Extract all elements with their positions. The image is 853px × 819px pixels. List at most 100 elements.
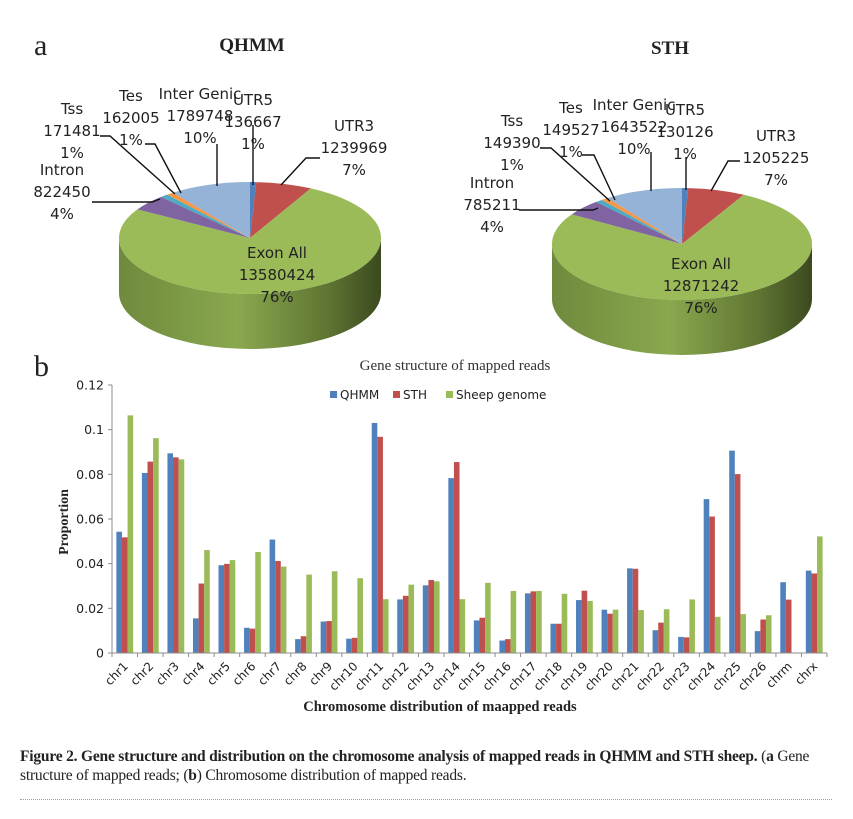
caption-b-label: b	[188, 767, 197, 784]
bar-sth-chr21	[632, 568, 639, 653]
pie-slice-utr3	[682, 188, 744, 244]
x-tick-label: chr1	[102, 659, 131, 688]
pie-label-tes: Tes 149527 1%	[542, 99, 599, 161]
pie-slice-tes	[601, 198, 682, 244]
panel-label-a: a	[34, 29, 47, 62]
bar-sheep-genome-chr25	[740, 614, 747, 653]
pie-title-sth: STH	[651, 38, 689, 59]
bar-sheep-genome-chr26	[765, 615, 772, 653]
x-tick-label: chr3	[153, 659, 182, 688]
pie-side	[552, 244, 812, 355]
bar-sheep-genome-chr2	[153, 438, 159, 653]
leader-line	[92, 198, 161, 203]
bar-sth-chr13	[428, 579, 434, 653]
bar-qhmm-chr2	[141, 472, 148, 653]
bar-sth-chr7	[275, 560, 281, 653]
x-tick-label: chr7	[255, 659, 284, 688]
pie-label-utr3: UTR3 1239969 7%	[321, 117, 388, 179]
figure-caption: Figure 2. Gene structure and distributio…	[20, 748, 810, 784]
x-tick-label: chr4	[179, 659, 208, 688]
bar-sth-chr11	[377, 436, 383, 653]
bar-sheep-genome-chr15	[485, 582, 491, 653]
legend: QHMM STH Sheep genome	[330, 388, 546, 402]
bar-sth-chr19	[581, 590, 588, 653]
pie-slice-tes	[167, 192, 250, 238]
figure: a QHMM UTR5 136667 1%UTR3 1239969 7%Exon All…	[33, 29, 828, 715]
bar-sheep-genome-chr13	[433, 581, 440, 653]
bar-sheep-genome-chr10	[357, 578, 363, 653]
pie-slice-utr5	[682, 188, 689, 244]
x-tick-label: chrm	[763, 659, 795, 691]
caption-a-label: a	[766, 748, 774, 765]
bar-sth-chr22	[658, 622, 664, 653]
bar-qhmm-chr25	[729, 450, 735, 653]
pie-label-utr5: UTR5 130126 1%	[656, 101, 713, 163]
legend-swatch-qhmm	[330, 391, 337, 398]
pie-slice-utr5	[250, 182, 257, 238]
bar-sheep-genome-chr20	[612, 609, 619, 653]
bar-sheep-genome-chr9	[331, 571, 338, 653]
bar-qhmm-chr7	[269, 539, 276, 653]
legend-label-sth: STH	[403, 388, 427, 402]
bar-qhmm-chr8	[295, 639, 301, 653]
pie-chart-qhmm: QHMM UTR5 136667 1%UTR3 1239969 7%Exon All 13…	[33, 35, 387, 349]
bar-sheep-genome-chr17	[536, 590, 542, 653]
bar-qhmm-chr20	[601, 609, 608, 653]
bar-sth-chr5	[224, 563, 230, 653]
bar-qhmm-chr13	[422, 585, 429, 653]
bar-sheep-genome-chr21	[638, 610, 644, 653]
bar-sheep-genome-chr3	[178, 459, 185, 653]
pie-label-tss: Tss 149390 1%	[483, 112, 540, 174]
y-tick-label: 0.04	[76, 556, 104, 571]
bar-sth-chr3	[173, 457, 179, 653]
y-tick-label: 0.02	[76, 601, 104, 616]
bar-sth-chr25	[734, 474, 741, 653]
pie-slice-intron	[571, 201, 682, 244]
caption-a-text: Gene structure of mapped reads; (	[20, 748, 810, 784]
y-tick-label: 0.08	[76, 467, 104, 482]
y-tick-label: 0	[96, 646, 104, 661]
bar-sth-chr4	[198, 583, 205, 653]
bar-qhmm-chr21	[627, 568, 633, 653]
bar-sheep-genome-chrx	[817, 536, 823, 653]
pie-slice-exon-all	[551, 194, 812, 300]
y-axis-label: Proportion	[57, 489, 72, 555]
y-tick-label: 0.06	[76, 512, 104, 527]
bar-qhmm-chr17	[524, 593, 531, 653]
bar-qhmm-chr24	[703, 499, 710, 653]
bar-chart: Gene structure of mapped reads Proportio…	[57, 358, 828, 715]
bar-sth-chr12	[402, 595, 409, 653]
bar-sth-chrm	[785, 599, 792, 653]
bar-sheep-genome-chr16	[510, 590, 517, 653]
pie-slice-tss	[596, 199, 682, 244]
bar-qhmm-chr16	[499, 640, 506, 653]
bar-sth-chr18	[556, 623, 562, 653]
pie-label-inter-genic: Inter Genic 1643522 10%	[593, 96, 676, 158]
bar-sheep-genome-chr18	[561, 593, 568, 653]
bar-qhmm-chr6	[244, 627, 250, 653]
y-axis: 0 0.02 0.04 0.06 0.08 0.1 0.12	[76, 378, 113, 661]
bar-sheep-genome-chr1	[127, 415, 134, 653]
x-tick-label: chr26	[735, 659, 769, 693]
y-tick-label: 0.1	[84, 422, 104, 437]
bar-sheep-genome-chr8	[306, 574, 312, 653]
bar-sth-chrx	[811, 573, 818, 653]
bar-sth-chr9	[326, 621, 332, 653]
x-tick-label: chr6	[230, 659, 259, 688]
bar-chart-title: Gene structure of mapped reads	[360, 358, 551, 374]
pie-chart-sth: STH UTR5 130126 1% UTR3 1205225 7% Exon All 128…	[463, 38, 812, 355]
pie-side	[119, 238, 381, 349]
bar-qhmm-chr18	[550, 623, 557, 653]
bar-sheep-genome-chr22	[663, 609, 670, 653]
x-tick-label: chr8	[281, 659, 310, 688]
bar-sth-chr15	[479, 617, 486, 653]
pie-slice-inter-genic	[607, 188, 682, 244]
caption-title: Figure 2. Gene structure and distributio…	[20, 748, 758, 765]
pie-label-utr3: UTR3 1205225 7%	[743, 127, 810, 189]
bar-sheep-genome-chr19	[587, 600, 593, 653]
bar-sheep-genome-chr6	[255, 552, 261, 653]
caption-b-text: ) Chromosome distribution of mapped read…	[196, 767, 467, 784]
bar-sth-chr14	[453, 462, 460, 653]
pie-slice-tss	[161, 194, 250, 238]
pie-label-tes: Tes 162005 1%	[102, 87, 159, 149]
